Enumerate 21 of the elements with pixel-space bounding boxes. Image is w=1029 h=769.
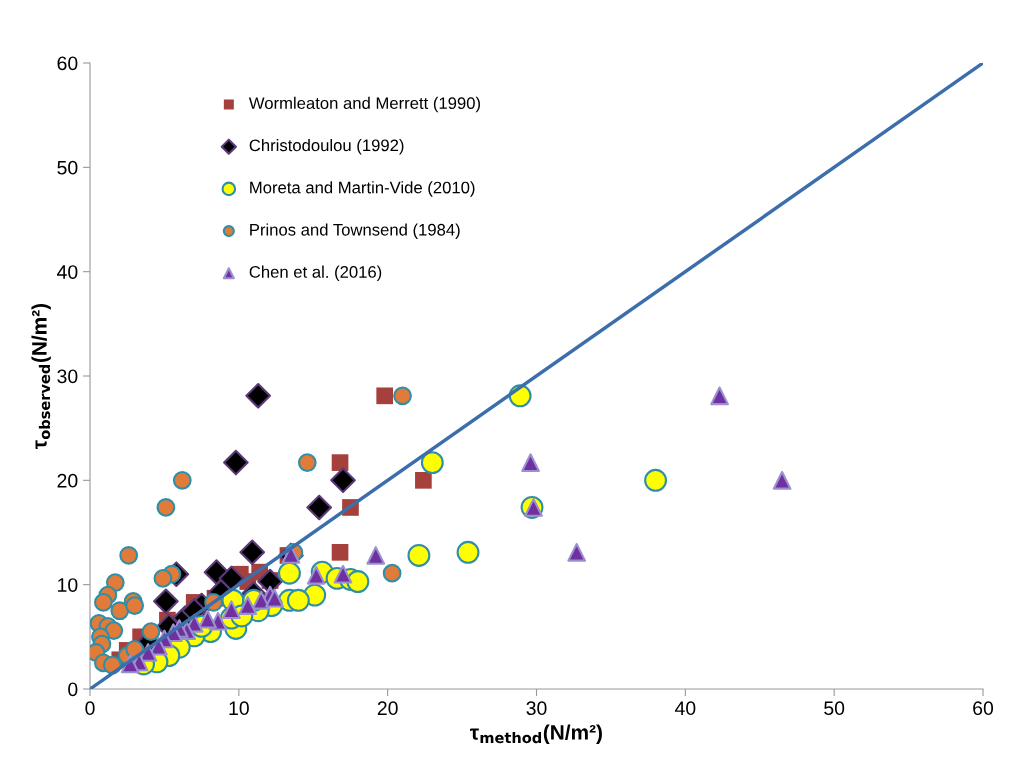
legend-label: Wormleaton and Merrett (1990) [248,96,480,113]
legend-label: Prinos and Townsend (1984) [250,223,460,239]
x-tick-label: 40 [674,701,696,716]
y-tick-label: 0 [68,682,78,697]
x-tick-label: 10 [229,701,249,716]
y-tick-label: 20 [57,473,78,488]
x-tick-label: 0 [85,701,95,716]
y-axis-title: τ$_{observed}$(N/m²) [31,303,51,450]
x-axis-title: τ$_{method}$(N/m²) [470,724,602,744]
y-tick-label: 30 [57,369,78,384]
legend-label: Chen et al. (2016) [249,265,382,282]
legend-label: Christodoulou (1992) [249,138,404,155]
x-tick-label: 20 [377,701,398,716]
x-tick-label: 30 [526,701,547,716]
x-tick-label: 60 [973,701,994,716]
y-tick-label: 40 [57,265,78,279]
legend-label: Moreta and Martin-Vide (2010) [250,181,475,197]
x-tick-label: 50 [824,701,845,716]
y-tick-label: 50 [57,160,78,175]
y-tick-label: 10 [58,578,78,592]
y-tick-label: 60 [57,56,78,71]
